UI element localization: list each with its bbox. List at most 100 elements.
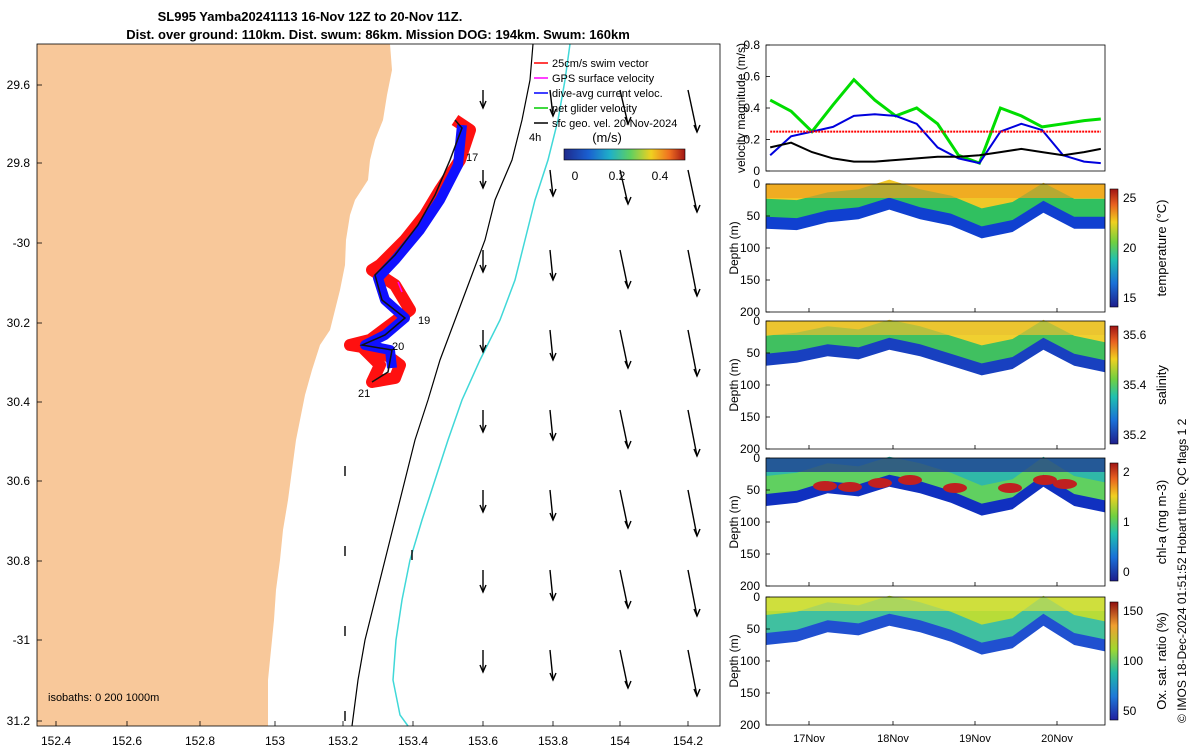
map-xtick-label: 152.4: [41, 734, 71, 748]
velocity-panel: 0 0.2 0.4 0.6 0.8 velocity magnitude (m/s): [734, 38, 1106, 178]
section-colorbar-tick: 0: [1123, 565, 1130, 579]
map-xtick-label: 152.6: [112, 734, 142, 748]
imos-side-note: © IMOS 18-Dec-2024 01:51:52 Hobart time.…: [1175, 418, 1189, 723]
legend-label: GPS surface velocity: [552, 73, 655, 85]
vector-arrow: [619, 569, 629, 609]
section-colorbar: [1109, 188, 1119, 308]
section-ytick-label: 50: [747, 622, 761, 636]
velocity-ytick-label: 0: [753, 164, 760, 178]
legend-label: sfc geo. vel. 20-Nov-2024: [552, 118, 677, 130]
vector-arrow: [619, 649, 629, 689]
gps-velocity: [397, 281, 403, 293]
section-surface-layer: [766, 184, 1105, 198]
map-xtick-label: 153.2: [328, 734, 358, 748]
vector-arrow: [549, 409, 554, 441]
section-colorbar: [1109, 601, 1119, 721]
vector-arrowhead: [479, 264, 487, 274]
title-line-2: Dist. over ground: 110km. Dist. swum: 86…: [126, 27, 630, 42]
section-colorbar-tick: 50: [1123, 704, 1137, 718]
section-colorbar-label: Ox. sat. ratio (%): [1154, 612, 1169, 710]
vector-arrowhead: [549, 352, 557, 362]
vector-arrowhead: [479, 584, 487, 594]
section-panel: 0 50 100 150 200 Depth (m) 2 1 0 chl-a (mg m-3): [727, 451, 1169, 593]
date-tick-label: 19Nov: [959, 733, 991, 745]
map-xtick-label: 154.2: [673, 734, 703, 748]
vector-arrow: [619, 409, 629, 449]
vector-arrowhead: [624, 520, 632, 530]
section-ytick-label: 200: [740, 718, 760, 732]
isobaths-label: isobaths: 0 200 1000m: [48, 692, 159, 704]
section-colorbar-tick: 15: [1123, 291, 1137, 305]
map-ytick-label: 30.6: [7, 474, 31, 488]
section-colorbar-tick: 25: [1123, 191, 1137, 205]
vector-arrow: [549, 89, 554, 117]
legend-label: 25cm/s swim vector: [552, 58, 649, 70]
geostrophic-vector-field: [344, 89, 701, 721]
section-ytick-label: 50: [747, 346, 761, 360]
map-ytick-label: 29.6: [7, 78, 31, 92]
legend-label: dive-avg current veloc.: [552, 88, 663, 100]
section-colorbar-tick: 35.6: [1123, 328, 1147, 342]
section-colorbar: [1109, 325, 1119, 445]
time-label: 4h: [529, 132, 541, 144]
colorbar-tick: 0.2: [609, 169, 626, 183]
vector-arrowhead: [624, 600, 632, 610]
vector-arrowhead: [624, 196, 632, 206]
vector-arrowhead: [479, 504, 487, 514]
map-xtick-label: 152.8: [185, 734, 215, 748]
vector-arrowhead: [693, 688, 701, 698]
section-ytick-label: 200: [740, 442, 760, 456]
map-panel: 25cm/s swim vector GPS surface velocity di…: [7, 43, 721, 748]
day-label-17: 17: [466, 152, 478, 164]
vector-arrowhead: [479, 100, 487, 110]
vector-arrow: [687, 329, 698, 377]
map-colorbar: (m/s) 0 0.2 0.4: [563, 130, 686, 183]
vector-arrowhead: [549, 432, 557, 442]
velocity-ytick-label: 0.2: [743, 133, 760, 147]
glider-track: [344, 115, 476, 388]
section-surface-layer: [766, 597, 1105, 611]
velocity-ytick-label: 0.6: [743, 70, 760, 84]
vector-arrowhead: [693, 368, 701, 378]
section-colorbar-tick: 100: [1123, 654, 1143, 668]
vector-arrowhead: [549, 512, 557, 522]
vector-arrowhead: [624, 680, 632, 690]
section-ylabel: Depth (m): [727, 221, 741, 274]
velocity-series-line: [769, 113, 1101, 165]
velocity-plot-area: [765, 44, 1106, 172]
velocity-ytick-label: 0.8: [743, 38, 760, 52]
section-ytick-label: 0: [753, 451, 760, 465]
vector-arrowhead: [693, 528, 701, 538]
map-legend: 25cm/s swim vector GPS surface velocity di…: [534, 58, 677, 130]
vector-arrow: [687, 169, 698, 213]
section-colorbar-tick: 2: [1123, 465, 1130, 479]
section-surface-layer: [766, 321, 1105, 335]
section-ytick-label: 0: [753, 314, 760, 328]
vector-arrowhead: [479, 180, 487, 190]
section-colorbar-tick: 35.2: [1123, 428, 1147, 442]
velocity-ylabel: velocity magnitude (m/s): [734, 43, 748, 173]
vector-arrowhead: [693, 288, 701, 298]
map-axis-ticks: 152.4 152.6 152.8 153 153.2 153.4 153.6 153.8 15…: [7, 78, 704, 748]
section-colorbar-tick: 35.4: [1123, 378, 1147, 392]
vector-arrowhead: [693, 608, 701, 618]
map-ytick-label: -31: [13, 633, 31, 647]
isobath-1000m: [392, 43, 571, 727]
chlorophyll-maximum: [998, 483, 1022, 493]
section-ytick-label: 50: [747, 209, 761, 223]
date-tick-label: 18Nov: [877, 733, 909, 745]
section-colorbar-label: chl-a (mg m-3): [1154, 480, 1169, 565]
map-ytick-label: -30: [13, 236, 31, 250]
date-axis: 17Nov 18Nov 19Nov 20Nov: [793, 733, 1073, 745]
section-panel: 0 50 100 150 200 Depth (m) 25 20 15 temperature (…: [727, 177, 1169, 319]
section-ytick-label: 50: [747, 483, 761, 497]
section-ytick-label: 0: [753, 177, 760, 191]
vector-arrow: [619, 169, 629, 205]
vector-arrowhead: [624, 116, 632, 126]
vector-arrow: [619, 249, 629, 289]
map-ytick-label: 30.2: [7, 316, 31, 330]
vector-arrowhead: [479, 344, 487, 354]
isobath-200m: [351, 43, 534, 727]
